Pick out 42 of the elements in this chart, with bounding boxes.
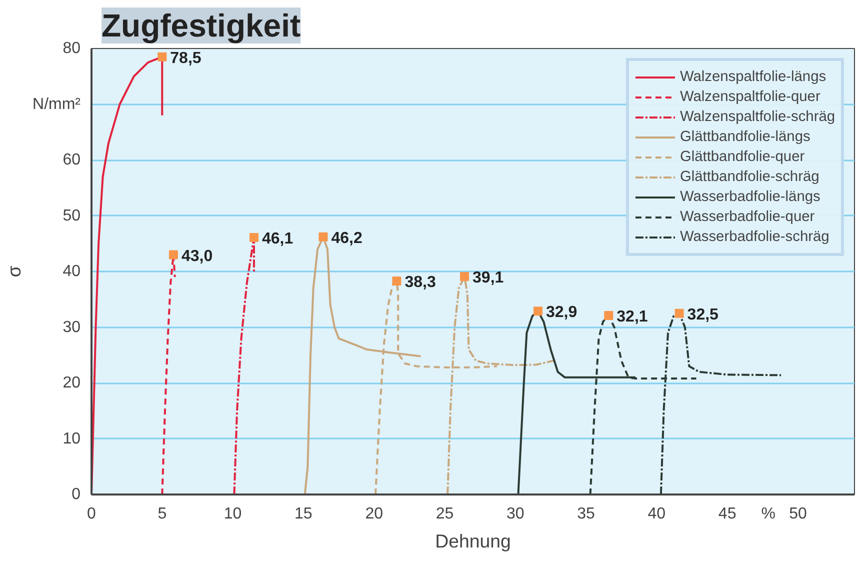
x-tick-label: 35 <box>577 506 596 522</box>
y-tick-label: 30 <box>62 318 81 336</box>
x-tick-label: 25 <box>436 506 454 522</box>
y-tick-label: 40 <box>62 263 81 280</box>
annotation: 46,2 <box>331 230 362 247</box>
x-tick-label: 30 <box>506 506 524 522</box>
y-tick-label: 60 <box>62 152 81 168</box>
y-tick-label: N/mm² <box>32 96 82 113</box>
annotation: 46,1 <box>262 230 294 248</box>
annotation: 38,3 <box>404 274 436 291</box>
x-tick-label: 20 <box>365 506 384 522</box>
y-tick-label: 50 <box>62 207 81 224</box>
y-tick-label: 80 <box>62 40 81 57</box>
x-tick-label: 0 <box>87 506 96 522</box>
legend-label: Glättbandfolie-schräg <box>680 169 820 185</box>
y-tick-label: 20 <box>62 374 81 392</box>
legend-label: Walzenspaltfolie-längs <box>680 69 826 85</box>
legend-label: Wasserbadfolie-quer <box>680 209 815 225</box>
legend-label: Glättbandfolie-quer <box>680 149 805 165</box>
x-tick-label: % <box>761 506 776 522</box>
annotation: 43,0 <box>181 248 213 265</box>
x-tick-label: 15 <box>294 506 312 522</box>
y-tick-label: 10 <box>62 430 81 448</box>
annotation: 78,5 <box>170 50 202 67</box>
legend-label: Glättbandfolie-längs <box>680 129 810 145</box>
annotation: 32,5 <box>687 306 719 324</box>
legend-label: Wasserbadfolie-längs <box>680 189 820 205</box>
legend-label: Walzenspaltfolie-schräg <box>680 109 835 125</box>
legend-label: Walzenspaltfolie-quer <box>680 89 820 105</box>
x-tick-label: 5 <box>158 506 167 522</box>
x-tick-label: 50 <box>789 506 807 522</box>
annotation: 32,9 <box>546 304 578 322</box>
y-axis-title: σ <box>4 265 25 278</box>
x-tick-label: 10 <box>224 506 242 522</box>
y-tick-label: 0 <box>72 486 81 503</box>
x-axis-title: Dehnung <box>435 530 511 552</box>
chart-title: Zugfestigkeit <box>102 8 301 44</box>
x-tick-label: 45 <box>718 506 736 522</box>
legend-label: Wasserbadfolie-schräg <box>680 229 830 245</box>
annotation: 39,1 <box>472 270 504 287</box>
x-tick-label: 40 <box>648 506 666 522</box>
annotation: 32,1 <box>616 308 648 326</box>
